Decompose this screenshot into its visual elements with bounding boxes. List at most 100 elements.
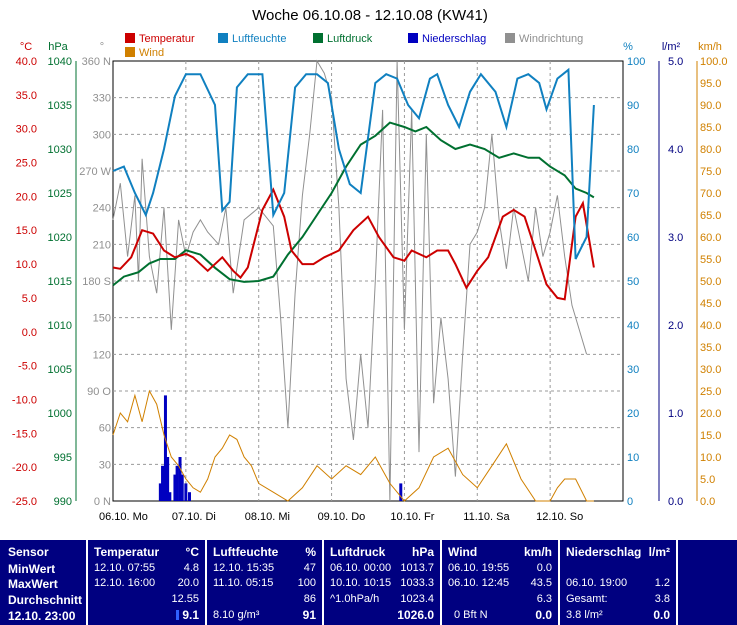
series-line-wind [112,389,594,502]
rain-bar [168,492,172,501]
wind-tick-label: 5.0 [700,474,715,486]
rain-bar [173,474,177,501]
wind-tick-label: 90.0 [700,100,721,112]
rain-tick-label: 2.0 [668,320,683,332]
wind-bft: 0 Bft N [454,609,488,621]
stats-rain-col: Niederschlag l/m² 06.10. 19:00 1.2 Gesam… [560,540,676,625]
pressure-tick-label: 990 [54,496,72,508]
legend-swatch [218,33,228,43]
statistics-table: Sensor MinWert MaxWert Durchschnitt 12.1… [0,540,737,625]
wind-avg: 6.3 [536,593,552,605]
row-label-max: MaxWert [8,577,58,591]
temp-tick-label: 15.0 [16,225,37,237]
stats-press-col: Luftdruck hPa 06.10. 00:00 1013.7 10.10.… [324,540,440,625]
x-axis-labels: 06.10. Mo 07.10. Di 08.10. Mi 09.10. Do 10.1… [99,511,583,523]
temp-max: 20.0 [177,577,199,589]
wind-tick-label: 75.0 [700,166,721,178]
rain-bar [184,483,188,501]
axis-ticks: 40.0 35.0 30.0 25.0 20.0 15.0 10.0 5.0 0.0 -5.0 -1… [12,56,728,508]
direction-tick-label: 240 [93,203,111,215]
row-label-avg: Durchschnitt [8,593,83,607]
humidity-tick-label: 70 [627,188,639,200]
hum-avg: 86 [303,593,316,605]
axis-unit-label: l/m² [662,41,681,53]
temp-tick-label: 0.0 [22,327,37,339]
legend-label: Windrichtung [519,33,583,45]
legend-label: Niederschlag [422,33,486,45]
separator [440,540,442,625]
x-tick-label: 12.10. So [536,511,583,523]
temp-tick-label: -10.0 [12,394,37,406]
humidity-tick-label: 50 [627,276,639,288]
humidity-tick-label: 60 [627,232,639,244]
axis-unit-label: °C [20,41,32,53]
stats-hum-col: Luftfeuchte % 12.10. 15:35 47 11.10. 05:… [207,540,322,625]
rain-bar [175,465,179,501]
direction-tick-label: 120 [93,349,111,361]
rain-last: 1.2 [654,577,670,589]
direction-tick-label: 180 S [82,276,111,288]
rain-tick-label: 1.0 [668,408,683,420]
direction-tick-label: 300 [93,129,111,141]
wind-min: 0.0 [536,562,552,574]
wind-tick-label: 80.0 [700,144,721,156]
series-line-temperatur [112,187,595,301]
hum-absolute: 8.10 g/m³ [213,609,260,621]
wind-max: 43.5 [530,577,552,589]
wind-unit: km/h [523,545,552,559]
pressure-tick-label: 1000 [48,408,72,420]
wind-tick-label: 30.0 [700,364,721,376]
hum-min-time: 12.10. 15:35 [213,562,275,574]
rain-bar [161,465,165,501]
temp-current: 9.1 [176,608,199,622]
press-avg: 1023.4 [400,593,434,605]
wind-tick-label: 85.0 [700,122,721,134]
humidity-tick-label: 80 [627,144,639,156]
x-tick-label: 07.10. Di [172,511,216,523]
pressure-tick-label: 995 [54,452,72,464]
rain-bar [188,492,191,501]
temp-tick-label: 20.0 [16,191,37,203]
temp-tick-label: -15.0 [12,428,37,440]
hum-max: 100 [297,577,316,589]
axis-unit-label: km/h [698,41,722,53]
axis-unit-label: hPa [48,41,68,53]
rain-bar [180,474,184,501]
temp-tick-label: -25.0 [12,496,37,508]
row-label-current: 12.10. 23:00 [8,609,76,623]
hum-header: Luftfeuchte [213,545,279,559]
series-line-luftdruck [112,121,595,287]
rain-unit: l/m² [648,545,670,559]
direction-tick-label: 90 O [87,386,111,398]
temp-tick-label: 35.0 [16,90,37,102]
direction-tick-label: 210 [93,239,111,251]
wind-tick-label: 25.0 [700,386,721,398]
temp-tick-label: 40.0 [16,56,37,68]
pressure-tick-label: 1030 [48,144,72,156]
hum-min: 47 [303,562,316,574]
direction-tick-label: 360 N [82,56,111,68]
temp-tick-label: -5.0 [18,361,37,373]
stats-temp-col: Temperatur °C 12.10. 07:55 4.8 12.10. 16… [88,540,205,625]
legend-swatch [313,33,323,43]
wind-tick-label: 70.0 [700,188,721,200]
humidity-tick-label: 90 [627,100,639,112]
hum-current: 91 [302,608,316,622]
separator [676,540,678,625]
wind-max-time: 06.10. 12:45 [448,577,510,589]
wind-tick-label: 35.0 [700,342,721,354]
rain-total-label: Gesamt: [566,593,608,605]
temp-tick-label: 30.0 [16,124,37,136]
press-max-time: 10.10. 10:15 [330,577,392,589]
pressure-tick-label: 1035 [48,100,72,112]
temp-tick-label: 25.0 [16,158,37,170]
direction-tick-label: 270 W [79,166,111,178]
press-unit: hPa [411,545,434,559]
wind-tick-label: 55.0 [700,254,721,266]
wind-tick-label: 15.0 [700,430,721,442]
temp-min: 4.8 [183,562,199,574]
legend-label: Luftdruck [327,33,373,45]
rain-total: 3.8 [654,593,670,605]
rain-tick-label: 3.0 [668,232,683,244]
press-current: 1026.0 [397,608,434,622]
